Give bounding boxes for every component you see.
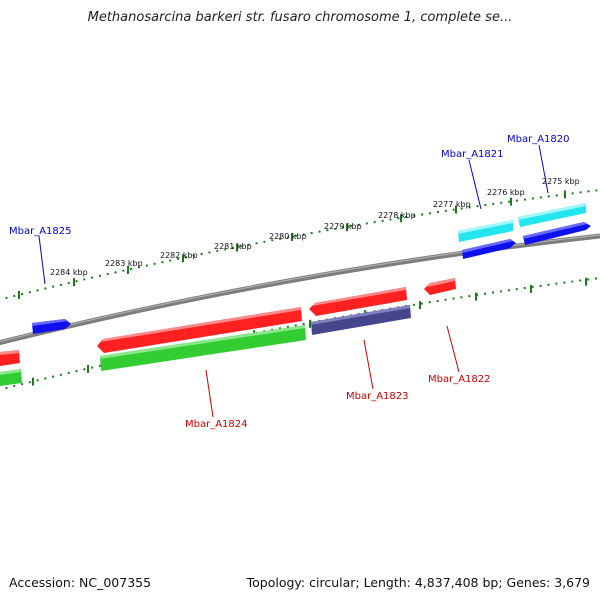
scale-label: 2283 kbp [105, 259, 143, 268]
topology-summary: Topology: circular; Length: 4,837,408 bp… [246, 575, 590, 590]
chromosome-backbone-highlight [0, 234, 600, 343]
leader-mbar-a1824 [205, 369, 214, 418]
scale-label: 2275 kbp [542, 177, 580, 186]
scale-label: 2279 kbp [324, 222, 362, 231]
gene-mbar-a1821[interactable] [458, 220, 516, 259]
gene-mbar-a1822[interactable] [424, 278, 456, 295]
scale-label: 2277 kbp [433, 200, 471, 209]
gene-partial-left-edge[interactable] [0, 350, 22, 386]
gene-mbar-a1823[interactable] [309, 287, 411, 335]
scale-label: 2278 kbp [378, 211, 416, 220]
scale-label: 2280 kbp [269, 232, 307, 241]
gene-label-mbar-a1820[interactable]: Mbar_A1820 [507, 134, 570, 145]
leader-mbar-a1821 [468, 159, 482, 210]
leader-mbar-a1822 [446, 325, 460, 373]
gene-label-mbar-a1825[interactable]: Mbar_A1825 [9, 226, 72, 237]
leader-mbar-a1825 [38, 235, 46, 285]
leader-mbar-a1823 [363, 339, 374, 390]
gene-mbar-a1820[interactable] [518, 203, 591, 245]
scale-label: 2281 kbp [214, 242, 252, 251]
accession-text: Accession: NC_007355 [9, 575, 152, 590]
scale-label: 2282 kbp [160, 251, 198, 260]
gene-label-mbar-a1823[interactable]: Mbar_A1823 [346, 391, 409, 402]
gene-mbar-a1825[interactable] [32, 319, 71, 334]
gene-label-mbar-a1821[interactable]: Mbar_A1821 [441, 149, 504, 160]
gene-mbar-a1824[interactable] [97, 307, 306, 371]
scale-label: 2276 kbp [487, 188, 525, 197]
chromosome-backbone [0, 233, 600, 346]
gene-label-mbar-a1822[interactable]: Mbar_A1822 [428, 374, 491, 385]
scale-label: 2284 kbp [50, 268, 88, 277]
map-title: Methanosarcina barkeri str. fusaro chrom… [87, 10, 513, 25]
leader-mbar-a1820 [538, 144, 549, 194]
gene-label-mbar-a1824[interactable]: Mbar_A1824 [185, 419, 248, 430]
